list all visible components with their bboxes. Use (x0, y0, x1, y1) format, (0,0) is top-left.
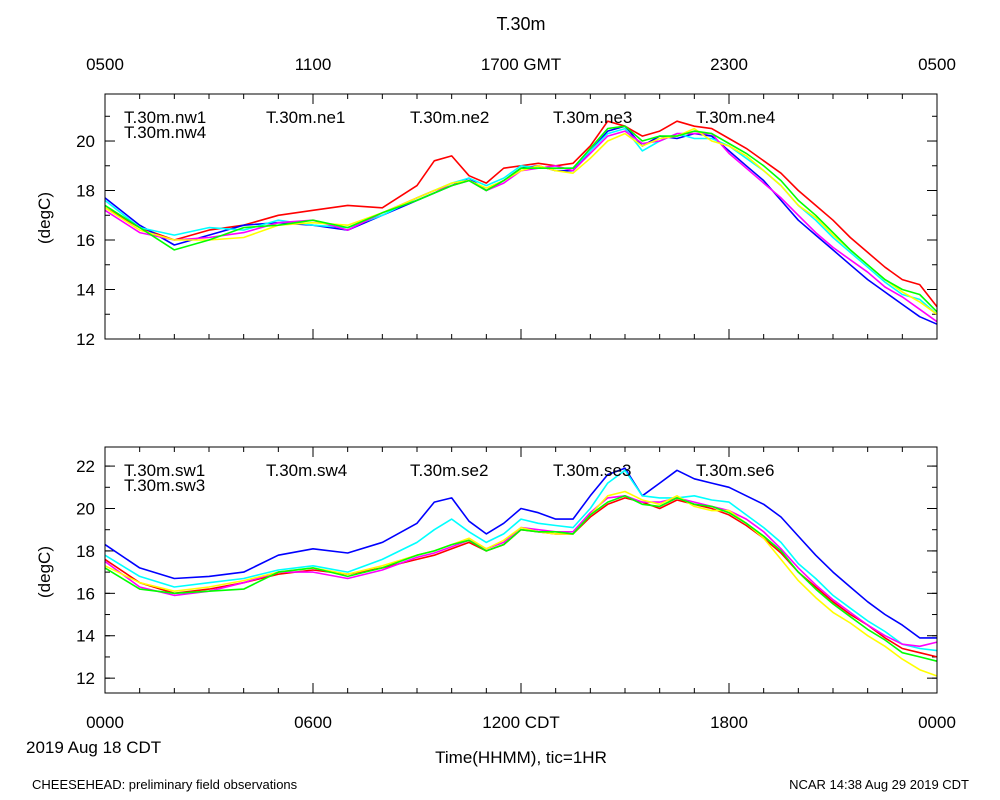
series-line-t-30m-se6 (104, 490, 938, 677)
series-line-t-30m-se2 (104, 469, 938, 652)
chart-title: T.30m (496, 14, 545, 34)
bottom-axis-label-1: 0600 (294, 713, 332, 732)
bottom-ytick-label: 18 (76, 542, 95, 561)
top-axis-label-2: 1700 GMT (481, 55, 561, 74)
top-panel-frame (104, 93, 938, 340)
top-ytick-label: 12 (76, 330, 95, 349)
bottom-panel-lines (104, 467, 938, 677)
bottom-panel-ticks: 12 14 16 18 20 22 (76, 447, 938, 693)
bottom-axis-label-4: 0000 (918, 713, 956, 732)
series-line-t-30m-nw4 (104, 125, 938, 313)
bottom-axis-label-0: 0000 (86, 713, 124, 732)
legend-ne2: T.30m.ne2 (410, 108, 489, 127)
top-ytick-label: 14 (76, 281, 95, 300)
top-axis-label-3: 2300 (710, 55, 748, 74)
bottom-ytick-label: 14 (76, 627, 95, 646)
series-line-t-30m-nw1 (104, 120, 938, 308)
bottom-ytick-label: 12 (76, 669, 95, 688)
top-axis-label-0: 0500 (86, 55, 124, 74)
series-line-t-30m-sw3 (104, 495, 938, 662)
bottom-panel-ylabel: (degC) (35, 546, 54, 598)
top-panel-ticks: 12 14 16 18 20 (76, 94, 938, 349)
bottom-panel-frame (104, 446, 938, 694)
legend-sw3: T.30m.sw3 (124, 476, 205, 495)
series-line-t-30m-ne4 (104, 127, 938, 315)
legend-sw1: T.30m.sw1 (124, 461, 205, 480)
legend-ne4: T.30m.ne4 (696, 108, 775, 127)
series-line-t-30m-sw4 (104, 467, 937, 639)
bottom-ytick-label: 20 (76, 500, 95, 519)
legend-se6: T.30m.se6 (696, 461, 774, 480)
top-axis-label-1: 1100 (295, 55, 332, 74)
bottom-ytick-label: 16 (76, 584, 95, 603)
series-line-t-30m-sw1 (104, 497, 938, 658)
series-line-t-30m-ne3 (104, 130, 938, 323)
top-panel-lines (104, 120, 938, 325)
x-axis-label: Time(HHMM), tic=1HR (435, 748, 607, 767)
top-ytick-label: 16 (76, 231, 95, 250)
footer-left: CHEESEHEAD: preliminary field observatio… (32, 777, 298, 792)
legend-nw4: T.30m.nw4 (124, 123, 206, 142)
bottom-axis-label-3: 1800 (710, 713, 748, 732)
top-ytick-label: 20 (76, 132, 95, 151)
top-panel: (degC) 12 14 16 18 20 T.30m.nw1 T.30m.ne1 T.… (35, 93, 938, 349)
date-label: 2019 Aug 18 CDT (26, 738, 161, 757)
footer-right: NCAR 14:38 Aug 29 2019 CDT (789, 777, 969, 792)
top-axis-label-4: 0500 (918, 55, 956, 74)
legend-se3: T.30m.se3 (553, 461, 631, 480)
legend-se2: T.30m.se2 (410, 461, 488, 480)
top-ytick-label: 18 (76, 182, 95, 201)
legend-sw4: T.30m.sw4 (266, 461, 347, 480)
top-panel-ylabel: (degC) (35, 192, 54, 244)
bottom-ytick-label: 22 (76, 457, 95, 476)
series-line-t-30m-ne1 (104, 125, 938, 325)
legend-ne1: T.30m.ne1 (266, 108, 345, 127)
legend-ne3: T.30m.ne3 (553, 108, 632, 127)
legend-nw1: T.30m.nw1 (124, 108, 206, 127)
series-line-t-30m-ne2 (104, 127, 938, 315)
bottom-axis-label-2: 1200 CDT (482, 713, 559, 732)
